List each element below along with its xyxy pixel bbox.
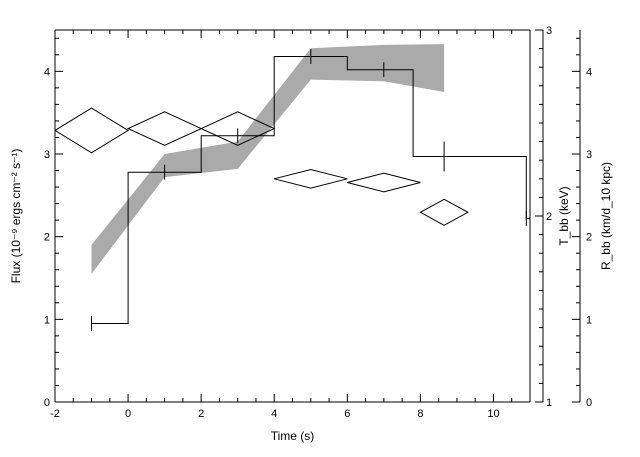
- temperature-diamond: [347, 172, 421, 193]
- x-tick-label: 6: [344, 408, 350, 420]
- y-right-outer-tick-label: 3: [586, 149, 592, 161]
- y-left-tick-label: 4: [44, 66, 50, 78]
- y-right-inner-tick-label: 1: [546, 397, 552, 409]
- x-axis-title: Time (s): [271, 429, 315, 443]
- y-right-inner-tick-label: 3: [546, 25, 552, 37]
- y-right-outer-tick-label: 1: [586, 314, 592, 326]
- temperature-diamond: [419, 198, 469, 226]
- x-tick-label: 0: [125, 408, 131, 420]
- y-right-outer-tick-label: 4: [586, 66, 592, 78]
- x-tick-label: -2: [50, 408, 60, 420]
- y-axis-right-inner-title: T_bb (keV): [557, 186, 571, 245]
- y-axis-right-outer-title: R_bb (km/d_10 kpc): [599, 162, 613, 270]
- radius-band: [91, 44, 445, 274]
- temperature-diamond: [126, 111, 203, 146]
- flux-step-line: [91, 56, 530, 324]
- flux-histogram-layer: [91, 49, 530, 331]
- radius-band-layer: [91, 44, 445, 274]
- x-tick-label: 10: [487, 408, 499, 420]
- y-right-outer-tick-label: 0: [586, 397, 592, 409]
- temperature-diamond: [274, 168, 348, 189]
- x-tick-label: 4: [271, 408, 277, 420]
- y-left-tick-label: 1: [44, 314, 50, 326]
- x-tick-label: 8: [417, 408, 423, 420]
- y-right-outer-tick-label: 2: [586, 232, 592, 244]
- temperature-diamond: [54, 107, 130, 154]
- x-tick-label: 2: [198, 408, 204, 420]
- y-right-inner-tick-label: 2: [546, 211, 552, 223]
- y-axis-left-title: Flux (10⁻⁹ ergs cm⁻² s⁻¹): [9, 149, 23, 284]
- y-left-tick-label: 2: [44, 232, 50, 244]
- y-left-tick-label: 0: [44, 397, 50, 409]
- y-left-tick-label: 3: [44, 149, 50, 161]
